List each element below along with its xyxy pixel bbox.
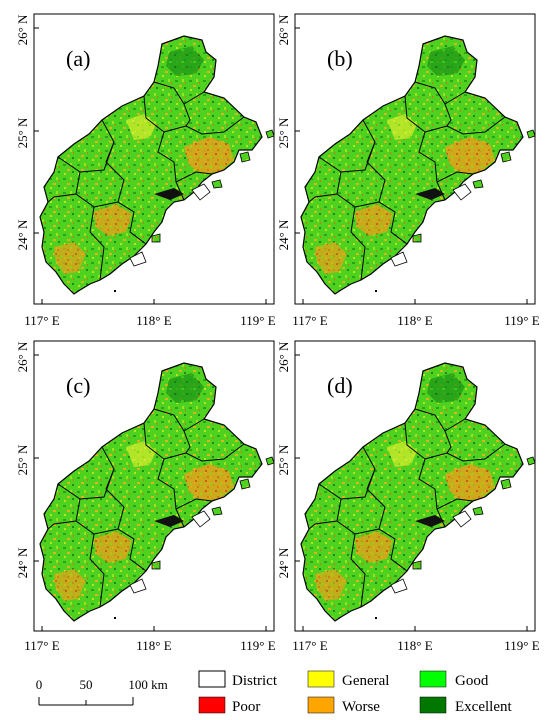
legend-swatch-general — [307, 670, 335, 688]
lat-label-25-c: 25° N — [15, 444, 30, 475]
lat-label-25-b: 25° N — [276, 117, 291, 148]
lat-label-25-d: 25° N — [276, 444, 291, 475]
lon-label-118-c: 118° E — [136, 638, 171, 653]
lon-label-117-b: 117° E — [292, 313, 327, 328]
lat-label-26-b: 26° N — [276, 14, 291, 45]
lon-label-118-b: 118° E — [397, 313, 432, 328]
lat-label-24-d: 24° N — [276, 547, 291, 578]
lat-label-26-a: 26° N — [15, 14, 30, 45]
lon-label-119-a: 119° E — [240, 313, 275, 328]
panel-label-d: (d) — [327, 373, 353, 398]
lon-label-117-a: 117° E — [24, 313, 59, 328]
legend-label-excellent: Excellent — [455, 699, 512, 715]
scale-label-50: 50 — [80, 677, 93, 692]
legend-label-good: Good — [455, 673, 489, 689]
legend: District General Good Poor Worse Excelle… — [198, 670, 512, 715]
lat-label-25-a: 25° N — [15, 117, 30, 148]
panel-label-c: (c) — [66, 373, 90, 398]
lat-label-24-c: 24° N — [15, 547, 30, 578]
lat-label-24-a: 24° N — [15, 219, 30, 250]
scale-bar: 0 50 100 km — [36, 677, 168, 706]
map-panel-a: (a) — [33, 13, 275, 305]
legend-label-poor: Poor — [232, 699, 260, 715]
lat-label-26-d: 26° N — [276, 341, 291, 372]
lon-label-117-d: 117° E — [292, 638, 327, 653]
legend-swatch-good — [419, 670, 447, 688]
map-panel-d: (d) — [294, 340, 536, 632]
lon-label-118-a: 118° E — [136, 313, 171, 328]
legend-label-district: District — [232, 673, 278, 689]
lat-label-26-c: 26° N — [15, 341, 30, 372]
legend-swatch-poor — [198, 696, 226, 714]
lat-label-24-b: 24° N — [276, 219, 291, 250]
panel-label-b: (b) — [327, 46, 353, 71]
legend-swatch-worse — [307, 696, 335, 714]
lon-label-119-c: 119° E — [240, 638, 275, 653]
lon-label-117-c: 117° E — [24, 638, 59, 653]
panel-label-a: (a) — [66, 46, 90, 71]
legend-label-general: General — [342, 673, 389, 689]
lon-label-119-b: 119° E — [504, 313, 539, 328]
map-panel-b: (b) — [294, 13, 536, 305]
lon-label-118-d: 118° E — [397, 638, 432, 653]
lon-label-119-d: 119° E — [504, 638, 539, 653]
scale-label-0: 0 — [36, 677, 43, 692]
map-panel-c: (c) — [33, 340, 275, 632]
legend-swatch-district — [198, 670, 226, 688]
scale-label-100: 100 km — [128, 677, 167, 692]
legend-label-worse: Worse — [342, 699, 380, 715]
legend-swatch-excellent — [419, 696, 447, 714]
